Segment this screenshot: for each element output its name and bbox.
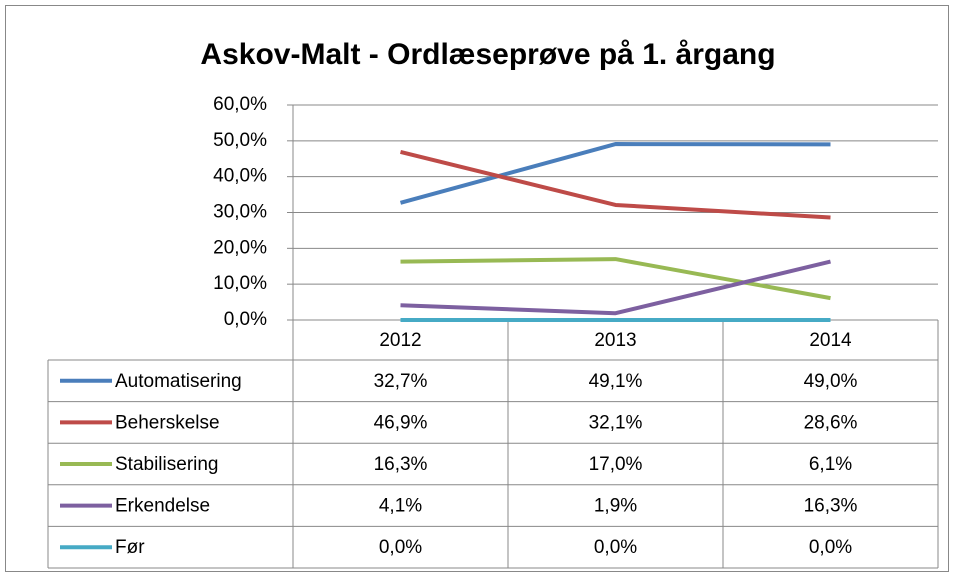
table-cell: 6,1% (809, 454, 852, 475)
x-tick-label: 2014 (809, 330, 852, 351)
series-line (400, 257, 831, 301)
legend-label: Automatisering (115, 371, 242, 392)
series-line (400, 150, 831, 220)
chart-border (5, 5, 949, 572)
x-tick-label: 2013 (594, 330, 636, 351)
table-cell: 4,1% (379, 496, 422, 517)
y-tick-label: 60,0% (213, 94, 267, 115)
y-tick-label: 0,0% (224, 309, 267, 330)
y-tick-label: 10,0% (213, 273, 267, 294)
legend-label: Før (115, 537, 145, 558)
table-cell: 0,0% (594, 537, 637, 558)
legend-label: Beherskelse (115, 412, 220, 433)
table-cell: 0,0% (809, 537, 852, 558)
x-tick-label: 2012 (379, 330, 421, 351)
y-tick-label: 20,0% (213, 237, 267, 258)
table-cell: 17,0% (589, 454, 643, 475)
table-cell: 0,0% (379, 537, 422, 558)
chart-title: Askov-Malt - Ordlæseprøve på 1. årgang (200, 38, 775, 71)
table-cell: 1,9% (594, 496, 637, 517)
table-cell: 28,6% (804, 412, 858, 433)
table-cell: 32,1% (589, 412, 643, 433)
table-cell: 46,9% (374, 412, 428, 433)
legend-label: Stabilisering (115, 454, 219, 475)
table-cell: 32,7% (374, 371, 428, 392)
y-tick-label: 50,0% (213, 130, 267, 151)
table-cell: 49,0% (804, 371, 858, 392)
y-tick-label: 30,0% (213, 202, 267, 223)
table-cell: 16,3% (374, 454, 428, 475)
table-cell: 49,1% (589, 371, 643, 392)
y-tick-label: 40,0% (213, 166, 267, 187)
table-cell: 16,3% (804, 496, 858, 517)
legend-label: Erkendelse (115, 496, 210, 517)
series-line (400, 259, 831, 316)
series-line (399, 142, 831, 205)
